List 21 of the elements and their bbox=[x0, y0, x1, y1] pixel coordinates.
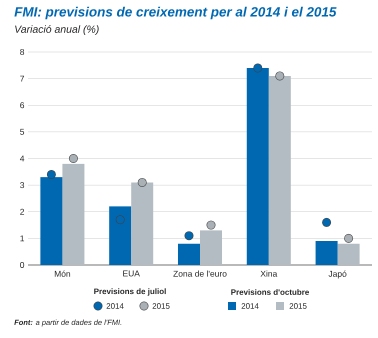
bar bbox=[109, 206, 132, 265]
y-tick-label: 8 bbox=[20, 49, 24, 55]
y-tick-label: 0 bbox=[20, 262, 24, 268]
bar bbox=[178, 244, 200, 265]
x-tick-label: Zona de l'euro bbox=[173, 270, 227, 277]
x-tick-label: Xina bbox=[260, 270, 278, 277]
x-tick-label: Japó bbox=[328, 270, 346, 279]
x-tick-label: EUA bbox=[123, 270, 140, 276]
y-tick-label: 6 bbox=[20, 102, 24, 108]
x-tick-label: Món bbox=[54, 270, 70, 277]
bar bbox=[268, 76, 291, 265]
y-tick-label: 4 bbox=[20, 156, 24, 162]
y-tick-label: 7 bbox=[20, 76, 24, 82]
y-tick-label: 5 bbox=[20, 128, 24, 135]
bar bbox=[316, 241, 338, 265]
y-tick-label: 1 bbox=[20, 235, 24, 242]
bar bbox=[131, 182, 154, 265]
y-tick-label: 2 bbox=[20, 208, 24, 215]
chart-title: FMI: previsions de creixement per al 2014 i el 2015 bbox=[14, 6, 337, 20]
chart-subtitle: Variació anual (%) bbox=[15, 25, 99, 35]
y-tick-label: 3 bbox=[20, 182, 24, 188]
